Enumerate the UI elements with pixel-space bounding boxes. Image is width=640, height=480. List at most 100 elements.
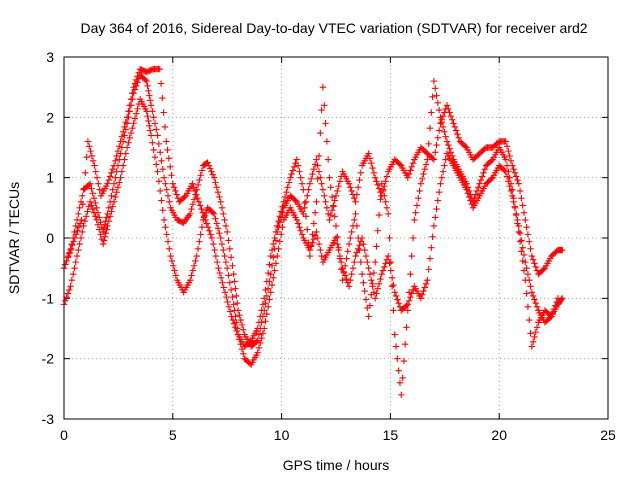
data-point-fill [506, 152, 513, 160]
data-point-fill [405, 170, 413, 178]
data-point-fill [426, 124, 434, 132]
data-point-fill [146, 127, 154, 134]
data-point-fill [428, 244, 435, 251]
data-point-fill [231, 307, 238, 314]
data-point-fill [220, 210, 227, 218]
data-point-fill [328, 193, 336, 201]
data-point-fill [435, 188, 443, 196]
data-point [476, 180, 483, 187]
data-point-fill [210, 240, 217, 248]
data-point-fill [511, 203, 519, 210]
data-point [73, 252, 81, 260]
data-point-fill [368, 291, 375, 298]
data-point-fill [155, 178, 163, 185]
data-point-fill [412, 209, 419, 216]
data-point-fill [408, 252, 415, 260]
data-point-fill [405, 289, 413, 296]
data-point-fill [133, 76, 140, 84]
data-point-fill [288, 170, 295, 178]
data-point [169, 180, 176, 187]
data-point [193, 252, 200, 260]
data-point-fill [109, 166, 116, 173]
data-point-fill [103, 226, 110, 233]
data-point-fill [374, 227, 381, 234]
data-point-fill [207, 231, 214, 238]
data-point-fill [144, 82, 151, 90]
data-point [424, 156, 431, 163]
data-point [221, 289, 229, 296]
data-point-fill [415, 194, 422, 202]
y-tick-labels: -3 -2 -1 0 1 2 3 [42, 49, 55, 427]
data-point-fill [477, 176, 485, 184]
data-point-fill [277, 208, 285, 215]
data-point-fill [151, 120, 159, 127]
data-point-fill [270, 240, 277, 248]
data-point-fill [527, 330, 534, 337]
data-point-fill [189, 267, 197, 274]
data-point-fill [520, 267, 528, 274]
data-point-fill [442, 156, 449, 163]
data-point-fill [462, 143, 469, 150]
data-point-fill [526, 316, 533, 324]
data-point-fill [156, 149, 164, 156]
data-point-fill [190, 262, 198, 269]
data-point-fill [153, 126, 160, 133]
data-point-fill [324, 156, 332, 163]
data-point-fill [105, 204, 113, 212]
data-point [306, 180, 314, 187]
data-point-fill [268, 281, 276, 289]
data-point-fill [108, 169, 115, 177]
data-point-fill [434, 197, 442, 204]
data-point [160, 216, 168, 224]
data-point-fill [114, 147, 122, 155]
data-point-fill [263, 310, 271, 318]
data-point [215, 264, 222, 272]
data-point-fill [146, 92, 153, 99]
data-point [352, 252, 359, 260]
data-point-fill [297, 174, 304, 181]
data-point [280, 198, 287, 205]
data-point-fill [196, 176, 203, 184]
data-point-fill [366, 155, 374, 162]
data-point-fill [229, 316, 237, 324]
x-tick-label: 10 [274, 427, 290, 443]
data-point-fill [395, 299, 402, 307]
data-point-fill [156, 187, 164, 195]
data-point-fill [473, 187, 481, 195]
data-point [78, 216, 85, 224]
data-point-fill [119, 162, 127, 169]
data-point-fill [116, 179, 123, 186]
data-point-fill [81, 217, 89, 225]
data-point-fill [381, 192, 388, 199]
data-point [104, 222, 111, 230]
data-point-fill [276, 213, 284, 220]
data-point-fill [259, 301, 267, 308]
data-point-fill [77, 234, 85, 242]
data-point-fill [432, 214, 439, 221]
data-point-fill [213, 220, 220, 227]
y-tick-label: 2 [46, 109, 54, 125]
data-point-fill [259, 330, 267, 337]
data-point-fill [108, 208, 115, 215]
data-point [110, 180, 118, 187]
data-point [147, 102, 155, 109]
data-point-fill [507, 180, 515, 187]
data-point-fill [74, 227, 81, 234]
data-point-fill [227, 286, 235, 294]
data-point [84, 138, 92, 145]
x-tick-label: 20 [491, 427, 507, 443]
data-point-fill [318, 180, 325, 187]
data-point-fill [356, 246, 363, 254]
data-point-fill [314, 234, 321, 242]
data-point-fill [512, 173, 520, 180]
data-point-fill [76, 204, 83, 212]
data-point [365, 150, 372, 157]
data-point-fill [375, 185, 383, 192]
data-point-fill [142, 76, 149, 84]
x-tick-label: 5 [169, 427, 177, 443]
data-point-fill [96, 186, 103, 193]
data-point-fill [213, 258, 221, 266]
data-point-fill [507, 157, 515, 164]
data-point-fill [237, 316, 244, 324]
x-tick-labels: 0 5 10 15 20 25 [60, 427, 616, 443]
